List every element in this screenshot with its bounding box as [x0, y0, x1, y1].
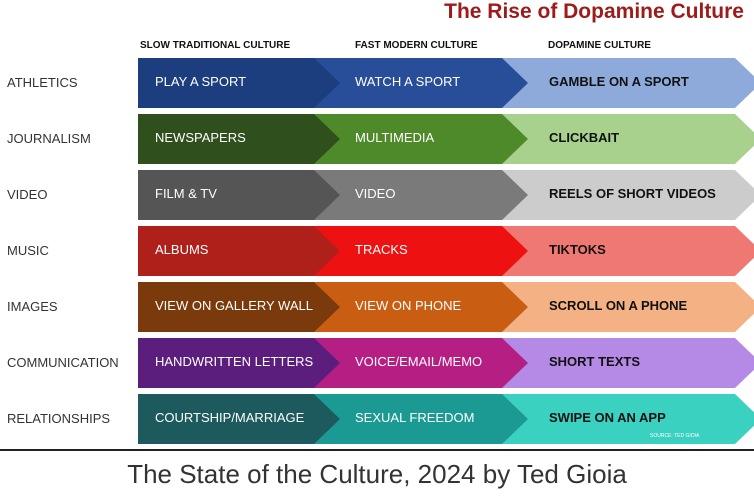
chevron-communication-fast — [314, 338, 528, 388]
source-note: SOURCE: TED GIOIA — [650, 433, 700, 439]
cell-video-fast: VIDEO — [355, 186, 396, 201]
chevron-athletics-fast — [314, 58, 528, 108]
cell-athletics-fast: WATCH A SPORT — [355, 74, 461, 89]
row-label-communication: COMMUNICATION — [7, 355, 119, 370]
chevron-grid — [138, 58, 754, 444]
chevron-relationships-fast — [314, 394, 528, 444]
row-label-relationships: RELATIONSHIPS — [7, 411, 111, 426]
cell-journalism-fast: MULTIMEDIA — [355, 130, 435, 145]
chevron-journalism-dopamine — [502, 114, 754, 164]
chevron-communication-dopamine — [502, 338, 754, 388]
cell-images-slow: VIEW ON GALLERY WALL — [155, 298, 313, 313]
cell-athletics-dopamine: GAMBLE ON A SPORT — [549, 74, 689, 89]
row-label-athletics: ATHLETICS — [7, 75, 78, 90]
column-header-slow: SLOW TRADITIONAL CULTURE — [140, 40, 291, 51]
cell-relationships-slow: COURTSHIP/MARRIAGE — [155, 410, 305, 425]
cell-communication-slow: HANDWRITTEN LETTERS — [155, 354, 314, 369]
chevron-athletics-dopamine — [502, 58, 754, 108]
chevron-images-fast — [314, 282, 528, 332]
chevron-images-dopamine — [502, 282, 754, 332]
cell-images-dopamine: SCROLL ON A PHONE — [549, 298, 688, 313]
cell-relationships-fast: SEXUAL FREEDOM — [355, 410, 475, 425]
chevron-music-slow — [138, 226, 340, 276]
cell-music-slow: ALBUMS — [155, 242, 209, 257]
column-header-fast: FAST MODERN CULTURE — [355, 40, 478, 51]
cell-journalism-slow: NEWSPAPERS — [155, 130, 246, 145]
cell-music-dopamine: TIKTOKS — [549, 242, 606, 257]
row-label-video: VIDEO — [7, 187, 48, 202]
chevron-relationships-dopamine — [502, 394, 754, 444]
chevron-relationships-slow — [138, 394, 340, 444]
row-label-images: IMAGES — [7, 299, 58, 314]
cell-communication-fast: VOICE/EMAIL/MEMO — [355, 354, 483, 369]
column-header-dopamine: DOPAMINE CULTURE — [548, 40, 651, 51]
chevron-music-dopamine — [502, 226, 754, 276]
row-label-music: MUSIC — [7, 243, 49, 258]
chevron-video-dopamine — [502, 170, 754, 220]
chart-title: The Rise of Dopamine Culture — [444, 0, 744, 23]
cell-music-fast: TRACKS — [355, 242, 408, 257]
caption: The State of the Culture, 2024 by Ted Gi… — [127, 459, 627, 489]
cell-images-fast: VIEW ON PHONE — [355, 298, 462, 313]
cell-video-slow: FILM & TV — [155, 186, 217, 201]
cell-communication-dopamine: SHORT TEXTS — [549, 354, 641, 369]
chevron-video-slow — [138, 170, 340, 220]
chevron-communication-slow — [138, 338, 340, 388]
chevron-journalism-fast — [314, 114, 528, 164]
cell-journalism-dopamine: CLICKBAIT — [549, 130, 620, 145]
chevron-journalism-slow — [138, 114, 340, 164]
cell-athletics-slow: PLAY A SPORT — [155, 74, 247, 89]
divider-line — [0, 449, 754, 451]
row-label-journalism: JOURNALISM — [7, 131, 91, 146]
chevron-images-slow — [138, 282, 340, 332]
chevron-athletics-slow — [138, 58, 340, 108]
cell-relationships-dopamine: SWIPE ON AN APP — [549, 410, 666, 425]
chevron-video-fast — [314, 170, 528, 220]
cell-video-dopamine: REELS OF SHORT VIDEOS — [549, 186, 716, 201]
chevron-music-fast — [314, 226, 528, 276]
